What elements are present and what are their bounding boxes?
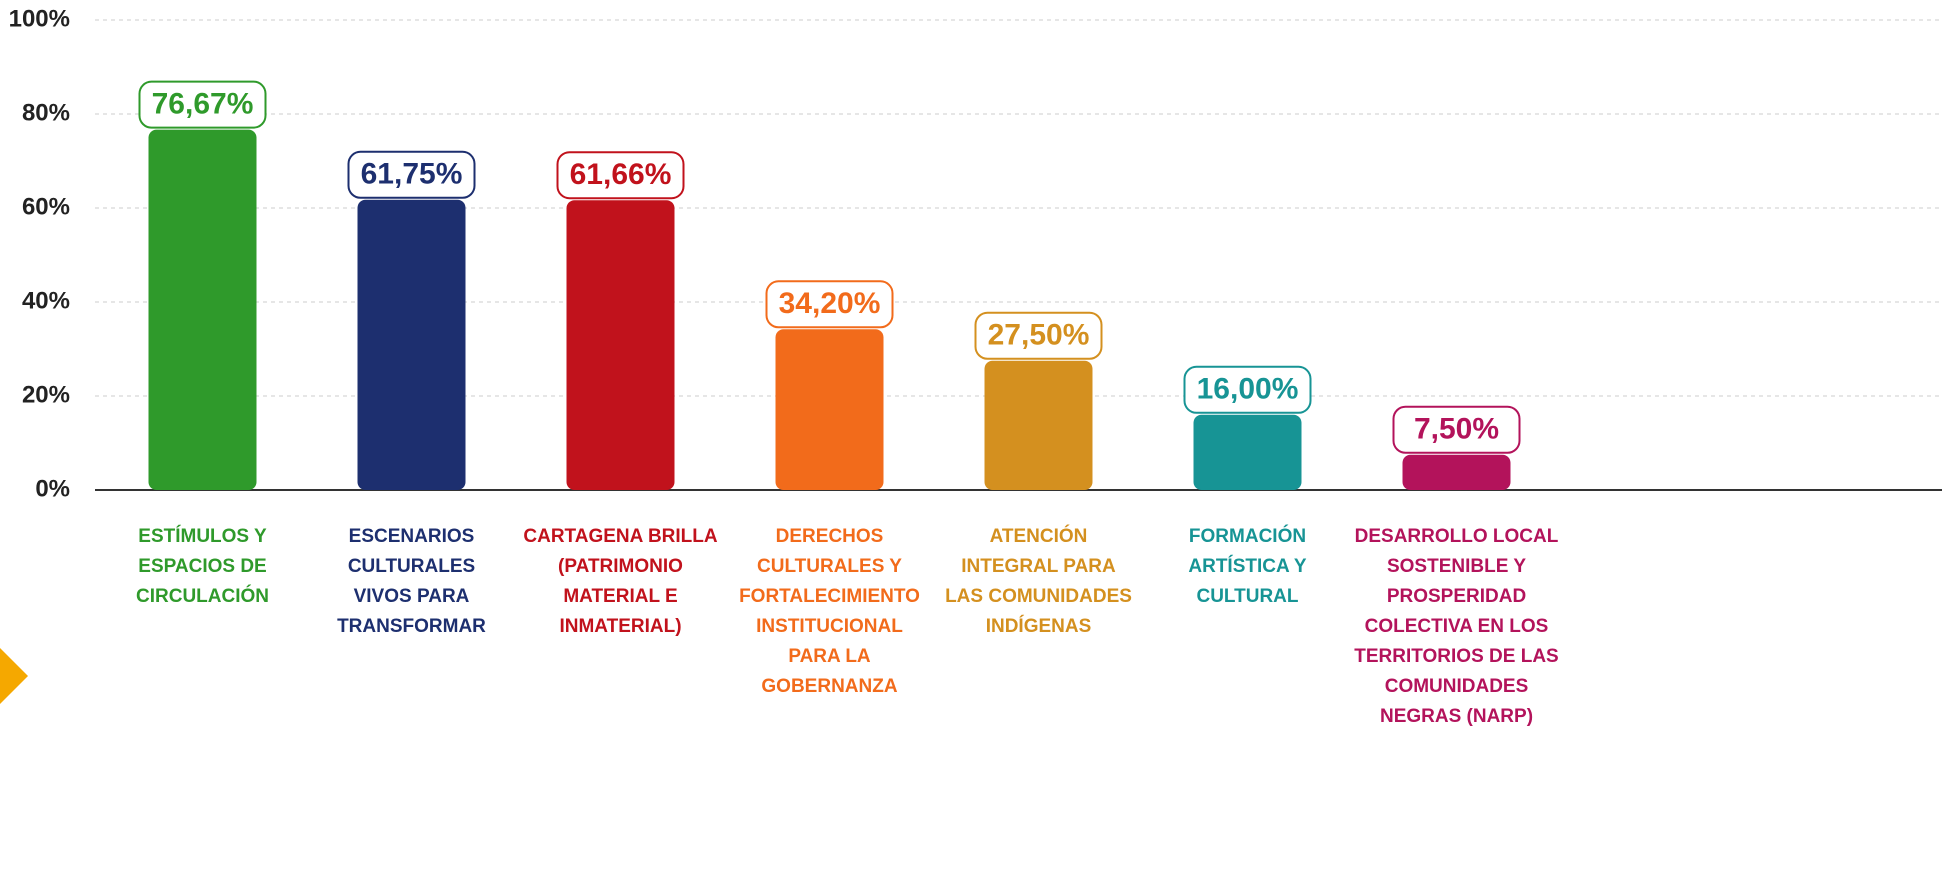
value-label-box [556,151,685,200]
x-tick-label: LAS COMUNIDADES [945,586,1132,607]
y-tick-label: 100% [9,5,70,32]
x-tick-label: MATERIAL E [563,586,677,607]
x-tick-label: INTEGRAL PARA [961,556,1116,577]
bar [1193,414,1302,490]
bar [775,329,884,490]
value-label: 27,50% [988,319,1090,352]
x-tick-label: CARTAGENA BRILLA [523,526,717,547]
x-tick-label: CULTURALES Y [757,556,902,577]
x-tick-label: NEGRAS (NARP) [1380,706,1533,727]
x-tick-label: FORMACIÓN [1189,525,1306,547]
value-label-box [347,150,476,199]
x-tick-label: CULTURAL [1196,586,1298,607]
value-label-box [765,280,894,329]
x-tick-label: ARTÍSTICA Y [1188,555,1307,577]
x-tick-label: DERECHOS [776,526,884,547]
x-tick-label: ESCENARIOS [349,526,475,547]
x-tick-label: ESPACIOS DE [138,556,266,577]
x-tick-label: ATENCIÓN [990,525,1088,547]
x-tick-label: INDÍGENAS [986,615,1092,637]
bar [566,200,675,490]
x-tick-label: (PATRIMONIO [558,556,683,577]
bar [357,199,466,490]
y-tick-label: 40% [22,287,70,314]
x-tick-label: TRANSFORMAR [337,616,486,637]
x-tick-label: PARA LA [788,646,871,667]
bar [984,360,1093,490]
x-tick-label: INSTITUCIONAL [756,616,903,637]
x-tick-label: INMATERIAL) [559,616,681,637]
value-label: 16,00% [1197,373,1299,406]
x-tick-label: ESTÍMULOS Y [138,525,267,547]
x-tick-label: VIVOS PARA [354,586,470,607]
value-label: 34,20% [779,287,881,320]
bar [1402,454,1511,490]
x-tick-label: PROSPERIDAD [1387,586,1526,607]
y-tick-label: 0% [35,475,70,502]
value-label-box [138,80,267,129]
value-label: 61,75% [361,158,463,191]
x-tick-label: CULTURALES [348,556,475,577]
value-label-box [974,311,1103,360]
decoration [0,648,28,704]
y-tick-label: 60% [22,193,70,220]
bar [148,129,257,490]
x-tick-label: CIRCULACIÓN [136,585,269,607]
y-tick-label: 20% [22,381,70,408]
x-tick-label: COMUNIDADES [1385,676,1529,697]
x-tick-label: DESARROLLO LOCAL [1355,526,1559,547]
x-tick-label: FORTALECIMIENTO [739,586,920,607]
value-label-box [1392,405,1521,454]
x-tick-label: COLECTIVA EN LOS [1365,616,1549,637]
x-tick-label: GOBERNANZA [761,676,897,697]
y-tick-label: 80% [22,99,70,126]
value-label-box [1183,365,1312,414]
value-label: 7,50% [1414,413,1499,446]
x-tick-label: TERRITORIOS DE LAS [1354,646,1558,667]
value-label: 76,67% [152,88,254,121]
x-tick-label: SOSTENIBLE Y [1387,556,1526,577]
value-label: 61,66% [570,158,672,191]
